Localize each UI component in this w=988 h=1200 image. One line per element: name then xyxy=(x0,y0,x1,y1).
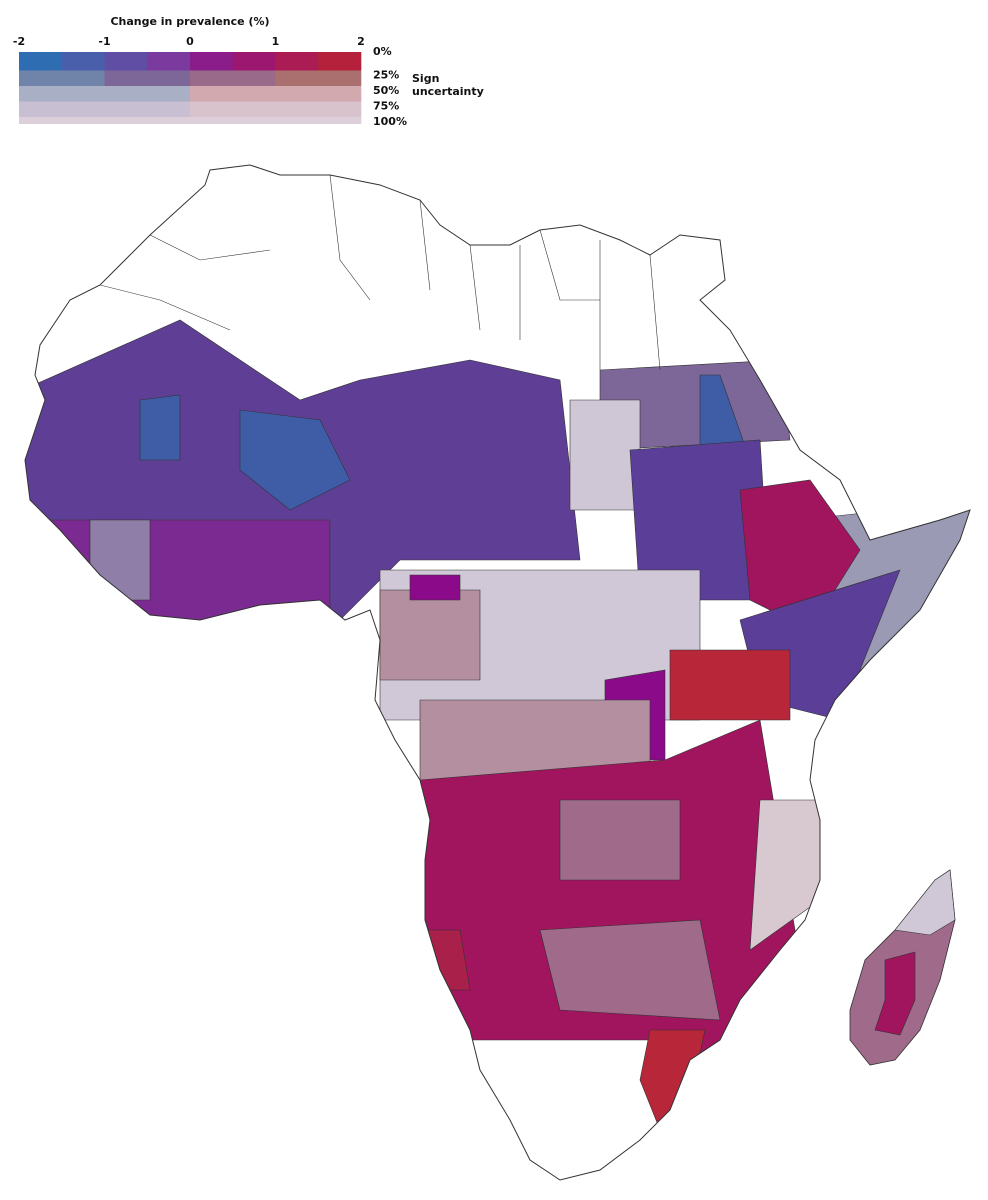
legend-swatch xyxy=(19,52,63,71)
uncertainty-label: 75% xyxy=(373,100,399,113)
legend-swatch xyxy=(275,70,362,86)
region xyxy=(874,951,916,1036)
region xyxy=(239,409,351,511)
region xyxy=(559,799,681,881)
legend-swatch xyxy=(19,101,191,117)
legend: Change in prevalence (%) -2 -1 0 1 2 0% 25% 50%… xyxy=(13,15,407,128)
region xyxy=(419,719,801,1061)
region xyxy=(379,569,701,721)
region xyxy=(439,1039,701,1180)
legend-swatch xyxy=(190,86,362,102)
region xyxy=(139,394,181,461)
region xyxy=(749,799,831,951)
region xyxy=(539,919,721,1021)
region xyxy=(629,439,771,601)
legend-swatch xyxy=(19,86,191,102)
legend-swatch xyxy=(190,70,276,86)
legend-swatch xyxy=(190,101,362,117)
uncertainty-label: 0% xyxy=(373,45,392,58)
border xyxy=(99,174,661,371)
region xyxy=(799,499,970,701)
x-tick-label: -1 xyxy=(98,35,110,48)
x-tick-label: 1 xyxy=(272,35,280,48)
x-tick-label: 2 xyxy=(357,35,365,48)
region xyxy=(739,479,861,631)
uncertainty-title: Sign uncertainty xyxy=(412,72,484,98)
legend-swatch xyxy=(147,52,191,71)
legend-swatch xyxy=(104,52,148,71)
legend-swatch xyxy=(190,52,234,71)
region xyxy=(419,699,651,801)
legend-swatch xyxy=(275,52,319,71)
region xyxy=(639,1029,706,1131)
region xyxy=(569,399,641,511)
region xyxy=(669,649,791,721)
region xyxy=(89,519,151,601)
region xyxy=(379,589,481,681)
region xyxy=(894,869,956,936)
legend-swatch xyxy=(318,52,362,71)
madagascar xyxy=(849,869,956,1066)
coastline xyxy=(24,164,971,1181)
legend-swatch xyxy=(61,52,105,71)
legend-swatch xyxy=(232,52,276,71)
legend-swatch xyxy=(104,70,191,86)
region xyxy=(419,929,471,991)
region xyxy=(604,669,666,761)
legend-swatch xyxy=(19,117,362,124)
x-tick-label: 0 xyxy=(186,35,194,48)
region xyxy=(29,519,331,631)
legend-title: Change in prevalence (%) xyxy=(110,15,269,28)
uncertainty-label: 25% xyxy=(373,69,399,82)
region xyxy=(25,319,581,631)
region xyxy=(409,574,461,601)
uncertainty-label: 50% xyxy=(373,84,399,97)
region xyxy=(599,359,791,451)
uncertainty-label: 100% xyxy=(373,115,407,128)
legend-swatch xyxy=(19,70,105,86)
region xyxy=(739,569,901,721)
x-tick-label: -2 xyxy=(13,35,25,48)
region xyxy=(699,374,751,461)
